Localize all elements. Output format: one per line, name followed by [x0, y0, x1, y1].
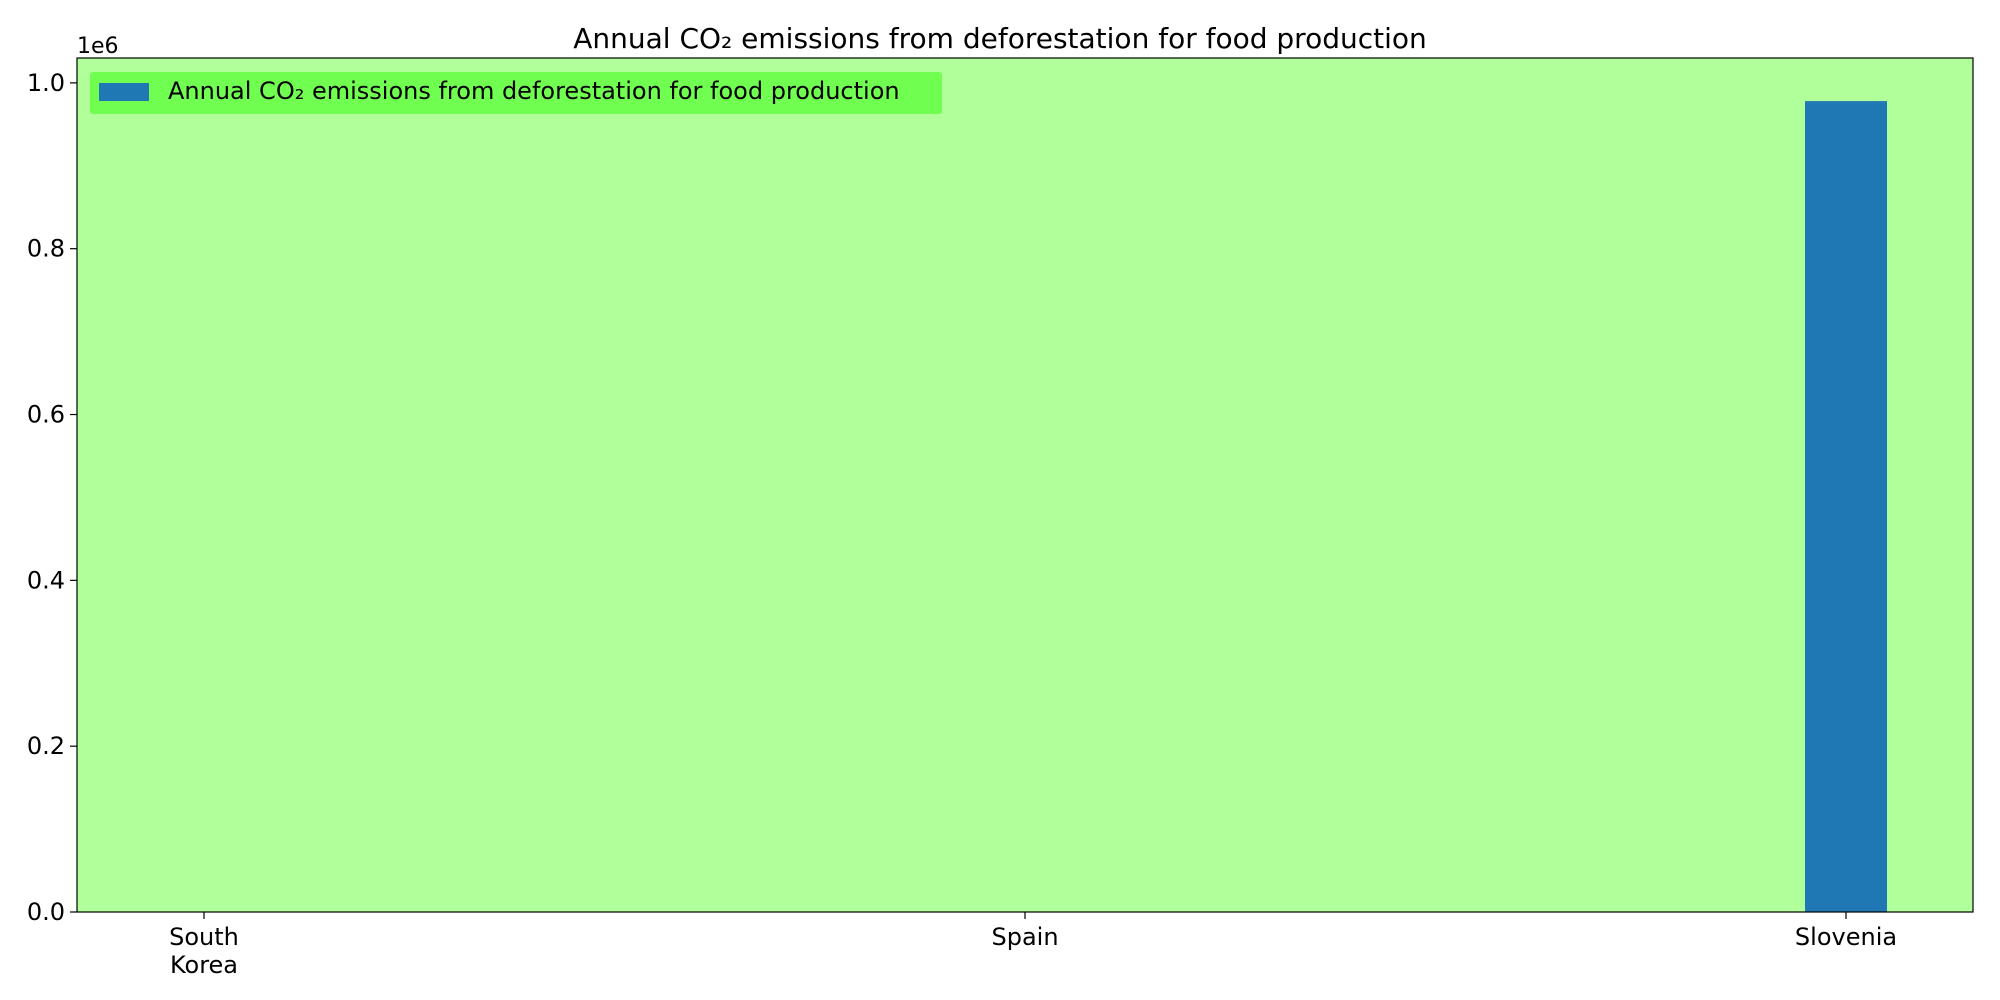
x-tick-label-line: Spain [991, 923, 1058, 951]
y-tick-label: 0.4 [27, 566, 65, 594]
legend-label: Annual CO₂ emissions from deforestation … [168, 77, 900, 105]
y-tick-label: 1.0 [27, 69, 65, 97]
x-tick-label-line: South [169, 923, 239, 951]
x-tick-label-line: Korea [170, 951, 238, 979]
x-tick-label: South Korea [169, 923, 239, 979]
plot-area [77, 58, 1973, 912]
legend-box [90, 72, 942, 114]
legend-swatch [99, 83, 149, 101]
x-tick-label: Slovenia [1795, 923, 1897, 951]
y-axis: 0.0 0.2 0.4 0.6 0.8 1.0 [27, 69, 77, 926]
x-tick-label: Spain [991, 923, 1058, 951]
bars-layer [1805, 101, 1887, 912]
x-axis: South Korea Spain Slovenia [169, 912, 1897, 979]
chart-title: Annual CO₂ emissions from deforestation … [573, 22, 1427, 55]
y-tick-label: 0.8 [27, 235, 65, 263]
bar [1805, 101, 1887, 912]
y-tick-label: 0.0 [27, 898, 65, 926]
legend: Annual CO₂ emissions from deforestation … [90, 72, 942, 114]
y-axis-offset-label: 1e6 [77, 34, 119, 59]
y-tick-label: 0.2 [27, 732, 65, 760]
x-tick-label-line: Slovenia [1795, 923, 1897, 951]
y-tick-label: 0.6 [27, 401, 65, 429]
